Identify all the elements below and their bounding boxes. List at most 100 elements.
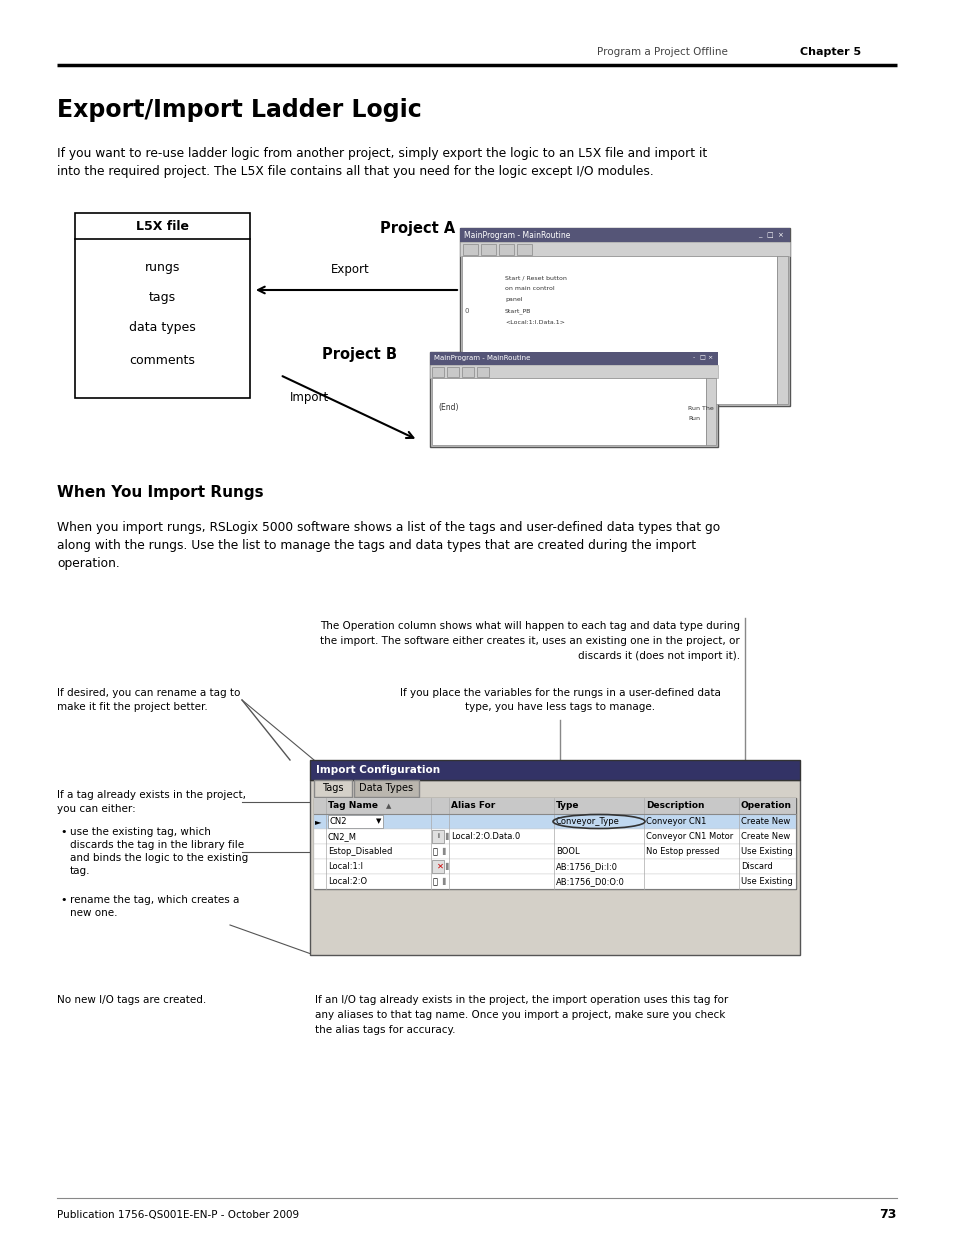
Text: ►: ► <box>314 818 321 826</box>
Text: (End): (End) <box>437 403 458 412</box>
FancyBboxPatch shape <box>459 242 789 256</box>
Text: ▌: ▌ <box>444 863 450 871</box>
Text: tag.: tag. <box>70 866 91 876</box>
Text: Project B: Project B <box>322 347 397 363</box>
Text: 0: 0 <box>464 308 469 314</box>
Text: 73: 73 <box>879 1209 896 1221</box>
FancyBboxPatch shape <box>314 798 795 814</box>
FancyBboxPatch shape <box>517 245 532 254</box>
Text: Export/Import Ladder Logic: Export/Import Ladder Logic <box>57 98 421 122</box>
Text: Run The: Run The <box>687 406 713 411</box>
Text: Create New: Create New <box>740 832 789 841</box>
Text: Use Existing: Use Existing <box>740 877 792 885</box>
FancyBboxPatch shape <box>447 367 458 377</box>
Text: Tag Name: Tag Name <box>328 802 377 810</box>
Text: new one.: new one. <box>70 908 117 918</box>
Text: i: i <box>436 834 438 840</box>
Text: type, you have less tags to manage.: type, you have less tags to manage. <box>464 701 655 713</box>
FancyBboxPatch shape <box>476 367 489 377</box>
Text: panel: panel <box>504 298 522 303</box>
Text: discards it (does not import it).: discards it (does not import it). <box>578 651 740 661</box>
Text: If desired, you can rename a tag to: If desired, you can rename a tag to <box>57 688 240 698</box>
Text: ▲: ▲ <box>386 803 391 809</box>
FancyBboxPatch shape <box>314 781 352 797</box>
Text: Local:1:I: Local:1:I <box>328 862 363 871</box>
Text: Publication 1756-QS001E-EN-P - October 2009: Publication 1756-QS001E-EN-P - October 2… <box>57 1210 299 1220</box>
FancyBboxPatch shape <box>461 256 776 404</box>
Text: use the existing tag, which: use the existing tag, which <box>70 827 211 837</box>
Text: AB:1756_Di:I:0: AB:1756_Di:I:0 <box>556 862 618 871</box>
Text: Discard: Discard <box>740 862 772 871</box>
Text: make it fit the project better.: make it fit the project better. <box>57 701 208 713</box>
Text: Use Existing: Use Existing <box>740 847 792 856</box>
Text: Chapter 5: Chapter 5 <box>800 47 861 57</box>
FancyBboxPatch shape <box>430 352 718 366</box>
FancyBboxPatch shape <box>430 352 718 447</box>
Text: CN2: CN2 <box>330 818 347 826</box>
FancyBboxPatch shape <box>432 830 443 844</box>
Text: data types: data types <box>129 321 195 335</box>
Text: Local:2:O.Data.0: Local:2:O.Data.0 <box>451 832 519 841</box>
FancyBboxPatch shape <box>776 256 787 404</box>
Text: Alias For: Alias For <box>451 802 495 810</box>
Text: CN2_M: CN2_M <box>328 832 356 841</box>
Text: •: • <box>60 827 67 837</box>
Text: If you want to re-use ladder logic from another project, simply export the logic: If you want to re-use ladder logic from … <box>57 147 706 159</box>
FancyBboxPatch shape <box>314 814 795 829</box>
Text: ×: × <box>777 232 782 238</box>
Text: 🛡: 🛡 <box>433 847 437 856</box>
FancyBboxPatch shape <box>75 212 250 398</box>
Text: the alias tags for accuracy.: the alias tags for accuracy. <box>314 1025 455 1035</box>
FancyBboxPatch shape <box>432 367 443 377</box>
Text: operation.: operation. <box>57 557 120 569</box>
Text: L5X file: L5X file <box>136 220 189 232</box>
Text: ▼: ▼ <box>375 819 381 825</box>
Text: _: _ <box>758 232 760 238</box>
Text: rungs: rungs <box>145 262 180 274</box>
FancyBboxPatch shape <box>705 378 716 445</box>
FancyBboxPatch shape <box>314 860 795 874</box>
Text: CN2: CN2 <box>328 818 345 826</box>
Text: Import Configuration: Import Configuration <box>315 764 439 776</box>
Text: Import: Import <box>290 391 330 405</box>
Text: rename the tag, which creates a: rename the tag, which creates a <box>70 895 239 905</box>
Text: ▌: ▌ <box>441 848 447 855</box>
Text: tags: tags <box>149 291 176 305</box>
Text: discards the tag in the library file: discards the tag in the library file <box>70 840 244 850</box>
FancyBboxPatch shape <box>314 844 795 860</box>
Text: Conveyor CN1: Conveyor CN1 <box>645 818 705 826</box>
Text: If you place the variables for the rungs in a user-defined data: If you place the variables for the rungs… <box>399 688 720 698</box>
Text: •: • <box>60 895 67 905</box>
FancyBboxPatch shape <box>461 367 474 377</box>
Text: Run: Run <box>687 416 700 421</box>
Text: If an I/O tag already exists in the project, the import operation uses this tag : If an I/O tag already exists in the proj… <box>314 995 727 1005</box>
Text: □: □ <box>699 356 704 361</box>
Text: Project A: Project A <box>380 221 456 236</box>
Text: When You Import Rungs: When You Import Rungs <box>57 485 263 500</box>
Text: Data Types: Data Types <box>358 783 413 793</box>
FancyBboxPatch shape <box>310 760 800 781</box>
Text: Type: Type <box>556 802 578 810</box>
Text: The Operation column shows what will happen to each tag and data type during: The Operation column shows what will hap… <box>319 621 740 631</box>
FancyBboxPatch shape <box>459 228 789 242</box>
Text: When you import rungs, RSLogix 5000 software shows a list of the tags and user-d: When you import rungs, RSLogix 5000 soft… <box>57 520 720 534</box>
Text: Program a Project Offline: Program a Project Offline <box>597 47 727 57</box>
Text: Start / Reset button: Start / Reset button <box>504 275 566 280</box>
Text: Operation: Operation <box>740 802 791 810</box>
Text: No Estop pressed: No Estop pressed <box>645 847 719 856</box>
Text: <Local:1:I.Data.1>: <Local:1:I.Data.1> <box>504 320 564 325</box>
FancyBboxPatch shape <box>314 829 795 844</box>
Text: MainProgram - MainRoutine: MainProgram - MainRoutine <box>463 231 570 240</box>
Text: along with the rungs. Use the list to manage the tags and data types that are cr: along with the rungs. Use the list to ma… <box>57 538 696 552</box>
Text: and binds the logic to the existing: and binds the logic to the existing <box>70 853 248 863</box>
Text: Description: Description <box>645 802 703 810</box>
Text: on main control: on main control <box>504 287 554 291</box>
Text: ×: × <box>706 356 712 361</box>
Text: Tags: Tags <box>322 783 343 793</box>
Text: 🛡: 🛡 <box>433 877 437 885</box>
Text: any aliases to that tag name. Once you import a project, make sure you check: any aliases to that tag name. Once you i… <box>314 1010 724 1020</box>
FancyBboxPatch shape <box>314 874 795 889</box>
Text: Conveyor CN1 Motor: Conveyor CN1 Motor <box>645 832 733 841</box>
Text: the import. The software either creates it, uses an existing one in the project,: the import. The software either creates … <box>320 636 740 646</box>
Text: BOOL: BOOL <box>556 847 579 856</box>
